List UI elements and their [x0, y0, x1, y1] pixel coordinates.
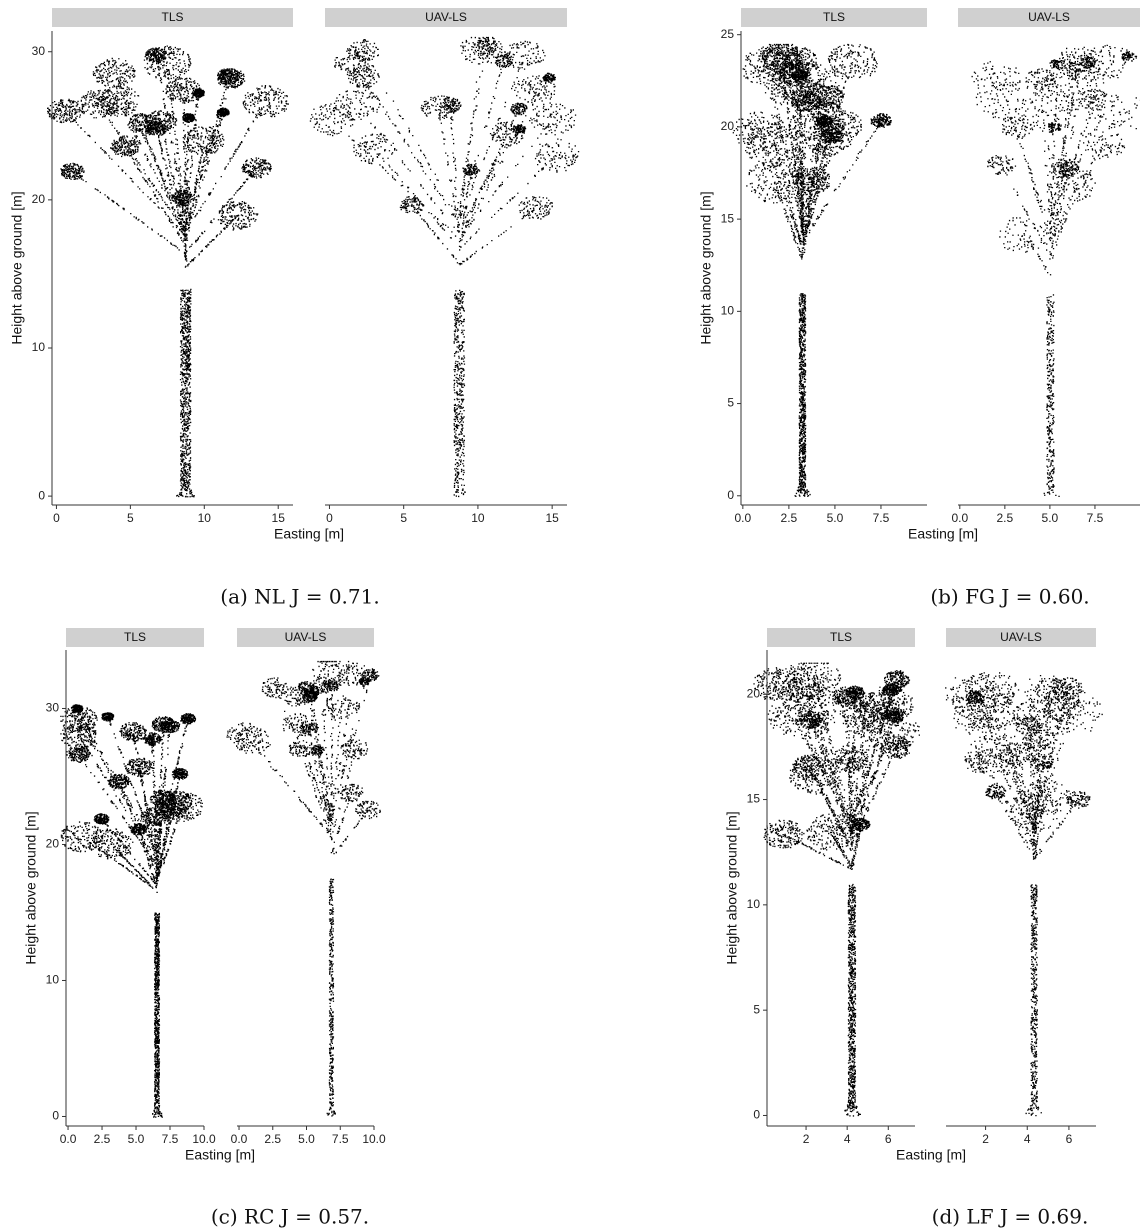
y-axis-title: Height above ground [m]	[724, 811, 740, 964]
x-tick-label: 0.0	[951, 511, 968, 525]
x-tick-label: 2	[803, 1132, 810, 1146]
x-tick-label: 7.5	[332, 1132, 349, 1146]
caption: (a) NL J = 0.71.	[220, 585, 379, 609]
facet-strip	[52, 8, 293, 27]
x-tick-label: 0	[326, 511, 333, 525]
point-cloud	[945, 672, 1103, 1117]
x-axis-title: Easting [m]	[185, 1147, 255, 1163]
facet-strip	[946, 628, 1096, 647]
x-tick-label: 10.0	[192, 1132, 216, 1146]
x-tick-label: 0	[53, 511, 60, 525]
y-tick-label: 0	[727, 488, 734, 502]
y-tick-label: 20	[46, 837, 60, 851]
x-axis-title: Easting [m]	[274, 526, 344, 542]
x-tick-label: 6	[1066, 1132, 1073, 1146]
x-tick-label: 4	[844, 1132, 851, 1146]
y-tick-label: 20	[747, 686, 761, 700]
x-tick-label: 7.5	[873, 511, 890, 525]
facet-label: UAV-LS	[1028, 10, 1070, 24]
x-tick-label: 0.0	[60, 1132, 77, 1146]
y-tick-label: 10	[32, 340, 46, 354]
facet-strip	[958, 8, 1140, 27]
facet-label: UAV-LS	[1000, 630, 1042, 644]
x-tick-label: 2	[982, 1132, 989, 1146]
x-tick-label: 5.0	[128, 1132, 145, 1146]
x-tick-label: 5.0	[298, 1132, 315, 1146]
x-axis-title: Easting [m]	[908, 526, 978, 542]
caption: (d) LF J = 0.69.	[932, 1205, 1089, 1229]
point-cloud	[226, 660, 381, 1117]
x-tick-label: 2.5	[94, 1132, 111, 1146]
facet-label: UAV-LS	[285, 630, 327, 644]
y-tick-label: 5	[753, 1002, 760, 1016]
x-tick-label: 7.5	[162, 1132, 179, 1146]
caption: (b) FG J = 0.60.	[930, 585, 1089, 609]
y-tick-label: 0	[753, 1108, 760, 1122]
point-cloud	[309, 36, 580, 498]
facet-strip	[325, 8, 567, 27]
facet-strip	[66, 628, 204, 647]
x-tick-label: 5.0	[1042, 511, 1059, 525]
x-tick-label: 7.5	[1087, 511, 1104, 525]
x-tick-label: 10.0	[362, 1132, 386, 1146]
caption: (c) RC J = 0.57.	[211, 1205, 369, 1229]
y-tick-label: 15	[747, 792, 761, 806]
x-tick-label: 0.0	[231, 1132, 248, 1146]
x-tick-label: 2.5	[264, 1132, 281, 1146]
x-tick-label: 2.5	[997, 511, 1014, 525]
y-axis-title: Height above ground [m]	[23, 811, 39, 964]
x-tick-label: 2.5	[781, 511, 798, 525]
y-tick-label: 10	[46, 973, 60, 987]
y-tick-label: 30	[46, 701, 60, 715]
facet-label: TLS	[830, 630, 852, 644]
facet-strip	[237, 628, 374, 647]
y-axis-title: Height above ground [m]	[698, 191, 714, 344]
x-tick-label: 15	[272, 511, 286, 525]
y-tick-label: 15	[721, 211, 735, 225]
facet-strip	[767, 628, 915, 647]
facet-label: TLS	[161, 10, 183, 24]
y-tick-label: 10	[721, 304, 735, 318]
point-cloud	[732, 43, 892, 498]
point-cloud	[971, 44, 1140, 497]
y-tick-label: 20	[32, 192, 46, 206]
x-tick-label: 6	[885, 1132, 892, 1146]
point-cloud	[47, 45, 289, 498]
facet-label: TLS	[823, 10, 845, 24]
point-cloud	[753, 662, 920, 1117]
x-tick-label: 10	[471, 511, 485, 525]
x-tick-label: 4	[1024, 1132, 1031, 1146]
y-tick-label: 20	[721, 119, 735, 133]
y-axis-title: Height above ground [m]	[9, 191, 25, 344]
facet-strip	[741, 8, 927, 27]
y-tick-label: 0	[52, 1109, 59, 1123]
y-tick-label: 30	[32, 44, 46, 58]
x-tick-label: 0.0	[734, 511, 751, 525]
x-tick-label: 5.0	[827, 511, 844, 525]
x-tick-label: 5	[127, 511, 134, 525]
facet-label: UAV-LS	[425, 10, 467, 24]
y-tick-label: 0	[38, 488, 45, 502]
y-tick-label: 5	[727, 396, 734, 410]
point-cloud	[60, 704, 203, 1118]
x-axis-title: Easting [m]	[896, 1147, 966, 1163]
x-tick-label: 15	[545, 511, 559, 525]
y-tick-label: 25	[721, 27, 735, 41]
facet-label: TLS	[124, 630, 146, 644]
y-tick-label: 10	[747, 897, 761, 911]
x-tick-label: 5	[400, 511, 407, 525]
x-tick-label: 10	[198, 511, 212, 525]
